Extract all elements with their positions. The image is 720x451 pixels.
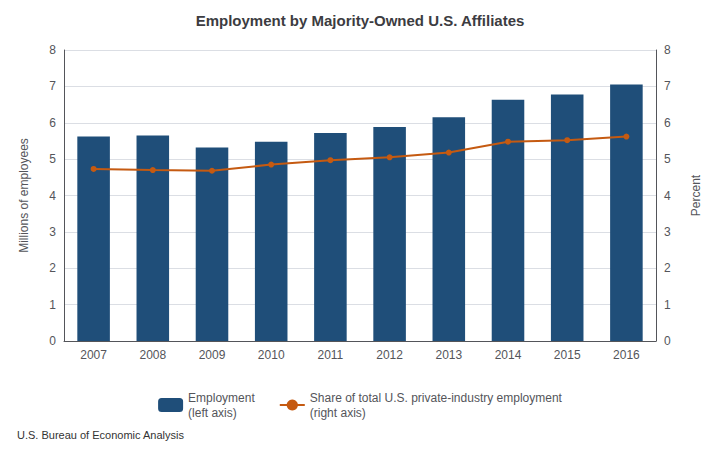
svg-text:U.S. Bureau of Economic Analys: U.S. Bureau of Economic Analysis	[17, 429, 184, 441]
svg-text:2010: 2010	[258, 348, 285, 362]
svg-text:4: 4	[49, 189, 56, 203]
svg-text:2: 2	[49, 261, 56, 275]
svg-text:4: 4	[664, 189, 671, 203]
svg-text:5: 5	[49, 152, 56, 166]
svg-text:2: 2	[664, 261, 671, 275]
svg-text:8: 8	[49, 43, 56, 57]
svg-text:0: 0	[49, 334, 56, 348]
svg-text:2008: 2008	[139, 348, 166, 362]
svg-text:2012: 2012	[376, 348, 403, 362]
svg-text:(right axis): (right axis)	[310, 406, 366, 420]
svg-text:2014: 2014	[495, 348, 522, 362]
svg-text:2011: 2011	[317, 348, 343, 362]
svg-text:1: 1	[664, 298, 671, 312]
svg-text:3: 3	[49, 225, 56, 239]
svg-text:6: 6	[49, 116, 56, 130]
svg-text:2009: 2009	[199, 348, 226, 362]
svg-text:2016: 2016	[613, 348, 640, 362]
svg-text:(left axis): (left axis)	[188, 406, 237, 420]
svg-text:7: 7	[49, 79, 56, 93]
svg-text:3: 3	[664, 225, 671, 239]
svg-text:8: 8	[664, 43, 671, 57]
svg-text:5: 5	[664, 152, 671, 166]
svg-text:0: 0	[664, 334, 671, 348]
svg-text:Percent: Percent	[689, 174, 703, 216]
svg-text:Employment: Employment	[188, 391, 255, 405]
svg-text:Share of total U.S. private-in: Share of total U.S. private-industry emp…	[310, 391, 563, 405]
svg-text:2015: 2015	[554, 348, 581, 362]
svg-text:6: 6	[664, 116, 671, 130]
svg-text:7: 7	[664, 79, 671, 93]
svg-text:Employment by Majority-Owned U: Employment by Majority-Owned U.S. Affili…	[196, 12, 525, 29]
svg-text:Millions of employees: Millions of employees	[17, 138, 31, 253]
svg-text:2007: 2007	[80, 348, 107, 362]
svg-text:1: 1	[49, 298, 56, 312]
svg-text:2013: 2013	[435, 348, 462, 362]
